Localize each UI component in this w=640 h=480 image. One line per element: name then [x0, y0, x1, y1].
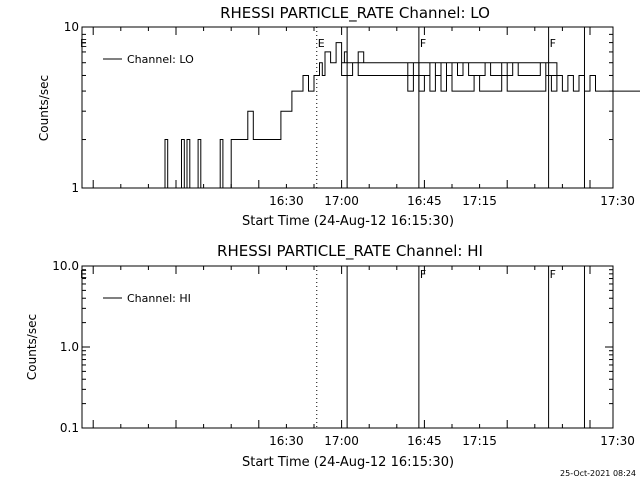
hi-event-lines: FFE	[316, 266, 585, 428]
lo-channel-panel: RHESSI PARTICLE_RATE Channel: LO 16:30 16…	[37, 4, 640, 229]
hi-edge-label-e: E	[80, 268, 87, 281]
event-line-label: F	[550, 268, 556, 281]
lo-legend: Channel: LO	[103, 53, 194, 66]
x-tick-label: 17:30	[600, 194, 635, 208]
series-line	[159, 42, 640, 189]
y-tick-label: 1.0	[60, 340, 79, 354]
x-tick-label: 16:30	[269, 194, 304, 208]
lo-chart-title: RHESSI PARTICLE_RATE Channel: LO	[220, 4, 490, 23]
lo-series-group	[159, 42, 640, 189]
hi-x-axis-label: Start Time (24-Aug-12 16:15:30)	[242, 455, 454, 470]
x-tick-label: 17:30	[600, 434, 635, 448]
footer-timestamp: 25-Oct-2021 08:24	[560, 469, 636, 478]
x-tick-label: 16:45	[407, 194, 442, 208]
hi-chart-title: RHESSI PARTICLE_RATE Channel: HI	[217, 242, 483, 261]
hi-legend: Channel: HI	[103, 292, 191, 305]
event-line-label: F	[550, 37, 556, 50]
x-tick-label: 17:00	[324, 434, 359, 448]
x-tick-label: 17:00	[324, 194, 359, 208]
y-tick-label: 1	[71, 181, 79, 195]
hi-y-axis-label: Counts/sec	[25, 314, 39, 380]
event-line-label: F	[420, 268, 426, 281]
x-tick-label: 16:45	[407, 434, 442, 448]
event-line-label: F	[420, 37, 426, 50]
hi-legend-label: Channel: HI	[127, 292, 191, 305]
y-tick-label: 10	[64, 20, 79, 34]
lo-x-axis-label: Start Time (24-Aug-12 16:15:30)	[242, 214, 454, 229]
hi-channel-panel: RHESSI PARTICLE_RATE Channel: HI 16:30 16…	[25, 242, 635, 470]
lo-event-lines: EFFE	[316, 27, 585, 188]
event-line-label: E	[318, 37, 325, 50]
lo-legend-label: Channel: LO	[127, 53, 194, 66]
y-tick-label: 10.0	[52, 259, 79, 273]
x-tick-label: 17:15	[462, 434, 497, 448]
y-tick-label: 0.1	[60, 421, 79, 435]
lo-y-axis-label: Counts/sec	[37, 75, 51, 141]
x-tick-label: 16:30	[269, 434, 304, 448]
x-tick-label: 17:15	[462, 194, 497, 208]
lo-edge-label-e: E	[80, 37, 87, 50]
